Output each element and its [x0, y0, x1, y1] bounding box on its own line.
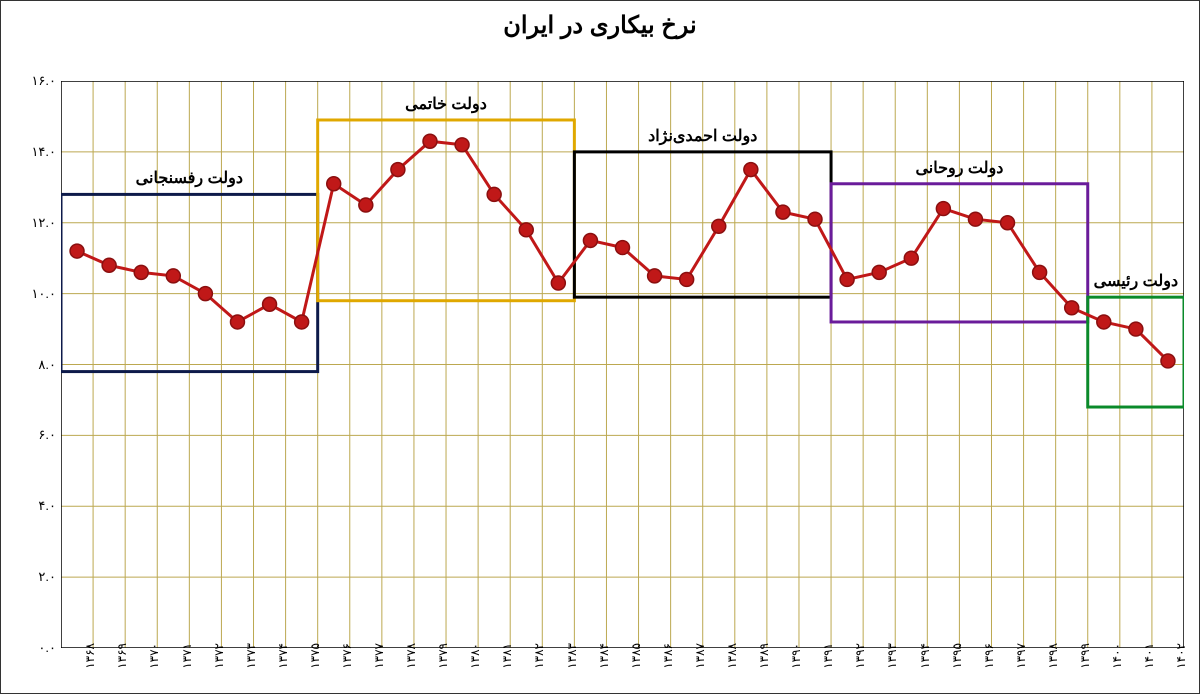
x-axis-label: ۱۳۶۹ — [115, 643, 129, 669]
x-axis-label: ۱۳۸۱ — [500, 643, 514, 669]
x-axis-label: ۱۳۷۹ — [436, 643, 450, 669]
x-axis-label: ۱۳۹۷ — [1014, 643, 1028, 669]
x-axis-label: ۱۳۹۹ — [1078, 643, 1092, 669]
plot-area: ۰.۰۲.۰۴.۰۶.۰۸.۰۱۰.۰۱۲.۰۱۴.۰۱۶.۰۱۳۶۸۱۳۶۹۱… — [61, 81, 1184, 648]
x-axis-label: ۱۳۹۲ — [853, 643, 867, 669]
x-axis-label: ۱۳۸۳ — [564, 643, 578, 669]
y-axis-label: ۱۰.۰ — [31, 286, 61, 302]
x-axis-label: ۱۳۷۴ — [276, 643, 290, 669]
period-label: دولت احمدی‌نژاد — [648, 126, 757, 146]
period-label: دولت روحانی — [915, 158, 1003, 178]
period-label: دولت رفسنجانی — [136, 168, 243, 188]
x-axis-label: ۱۳۷۸ — [404, 643, 418, 669]
x-axis-label: ۱۳۹۵ — [949, 643, 963, 669]
x-axis-label: ۱۳۸۲ — [532, 643, 546, 669]
x-axis-label: ۱۴۰۲ — [1174, 643, 1188, 669]
x-axis-label: ۱۳۸۵ — [629, 643, 643, 669]
x-axis-label: ۱۳۷۰ — [147, 643, 161, 669]
x-axis-label: ۱۳۷۵ — [308, 643, 322, 669]
x-axis-label: ۱۴۰۰ — [1110, 643, 1124, 669]
x-axis-label: ۱۳۹۸ — [1046, 643, 1060, 669]
x-axis-label: ۱۳۸۴ — [596, 643, 610, 669]
x-axis-label: ۱۳۸۶ — [661, 643, 675, 669]
x-axis-label: ۱۳۹۱ — [821, 643, 835, 669]
x-axis-label: ۱۴۰۱ — [1142, 643, 1156, 669]
period-label: دولت خاتمی — [405, 94, 487, 114]
x-axis-label: ۱۳۸۹ — [757, 643, 771, 669]
period-label: دولت رئیسی — [1094, 271, 1179, 291]
x-axis-label: ۱۳۸۸ — [725, 643, 739, 669]
y-axis-label: ۱۶.۰ — [31, 73, 61, 89]
x-axis-label: ۱۳۹۰ — [789, 643, 803, 669]
chart-container: نرخ بیکاری در ایران ۰.۰۲.۰۴.۰۶.۰۸.۰۱۰.۰۱… — [0, 0, 1200, 694]
x-axis-label: ۱۳۹۴ — [917, 643, 931, 669]
y-axis-label: ۴.۰ — [38, 498, 61, 514]
x-axis-label: ۱۳۷۷ — [372, 643, 386, 669]
x-axis-label: ۱۳۹۳ — [885, 643, 899, 669]
x-axis-label: ۱۳۷۲ — [211, 643, 225, 669]
x-axis-label: ۱۳۷۱ — [179, 643, 193, 669]
x-axis-label: ۱۳۸۰ — [468, 643, 482, 669]
y-axis-label: ۱۲.۰ — [31, 215, 61, 231]
y-axis-label: ۱۴.۰ — [31, 144, 61, 160]
x-axis-label: ۱۳۹۶ — [981, 643, 995, 669]
y-axis-label: ۲.۰ — [38, 569, 61, 585]
y-axis-label: ۸.۰ — [38, 357, 61, 373]
x-axis-label: ۱۳۷۳ — [243, 643, 257, 669]
chart-title: نرخ بیکاری در ایران — [1, 11, 1199, 40]
y-axis-label: ۰.۰ — [38, 640, 61, 656]
y-axis-label: ۶.۰ — [38, 427, 61, 443]
x-axis-label: ۱۳۷۶ — [340, 643, 354, 669]
x-axis-label: ۱۳۸۷ — [693, 643, 707, 669]
x-axis-label: ۱۳۶۸ — [83, 643, 97, 669]
